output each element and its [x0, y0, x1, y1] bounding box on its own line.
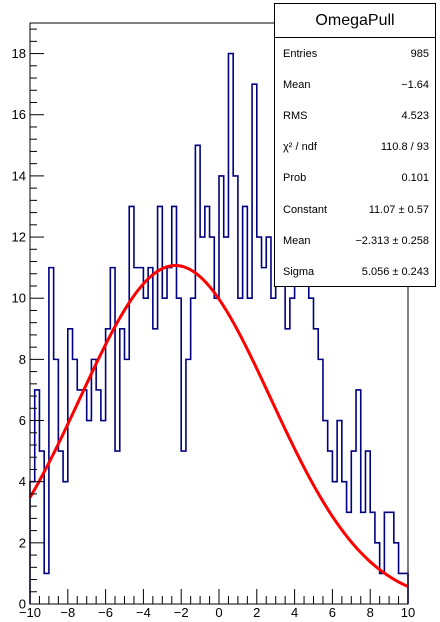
stats-row-fit-mean: Mean −2.313 ± 0.258: [275, 225, 435, 256]
x-tick-label: 2: [253, 605, 260, 620]
stats-label: Sigma: [283, 265, 315, 278]
y-tick-label: 18: [12, 46, 26, 61]
stats-label: χ² / ndf: [283, 141, 317, 154]
stats-row-entries: Entries 985: [275, 38, 435, 69]
gaussian-fit-curve: [28, 263, 409, 588]
stats-value: 4.523: [401, 109, 429, 122]
x-tick-label: 8: [367, 605, 374, 620]
stats-value: −1.64: [401, 78, 429, 91]
stats-value: 110.8 / 93: [380, 141, 429, 154]
stats-label: RMS: [283, 109, 308, 122]
x-tick-label: −10: [19, 605, 41, 620]
x-tick-label: 10: [401, 605, 415, 620]
x-tick-label: 0: [215, 605, 222, 620]
y-axis: 0 2 4 6 8 10 12 14 16 18: [12, 28, 44, 612]
y-tick-label: 14: [12, 168, 26, 183]
stats-label: Entries: [283, 47, 318, 60]
stats-value: 5.056 ± 0.243: [361, 265, 429, 278]
stats-row-chi2: χ² / ndf 110.8 / 93: [275, 132, 435, 163]
y-tick-label: 16: [12, 107, 26, 122]
x-axis: −10 −8 −6 −4 −2 0 2 4 6 8 10: [19, 589, 415, 620]
stats-value: 11.07 ± 0.57: [368, 203, 429, 216]
stats-label: Mean: [283, 234, 311, 247]
stats-row-rms: RMS 4.523: [275, 100, 435, 131]
x-tick-label: −8: [60, 605, 75, 620]
stats-row-prob: Prob 0.101: [275, 163, 435, 194]
y-tick-label: 8: [19, 352, 26, 367]
x-tick-label: −2: [174, 605, 189, 620]
y-tick-label: 6: [19, 413, 26, 428]
x-tick-label: 6: [329, 605, 336, 620]
stats-row-constant: Constant 11.07 ± 0.57: [275, 194, 435, 225]
x-tick-label: −4: [136, 605, 151, 620]
stats-box: OmegaPull Entries 985 Mean −1.64 RMS 4.5…: [274, 3, 436, 287]
stats-value: 0.101: [401, 172, 429, 185]
histogram-series: [29, 52, 409, 604]
fit-layer: [28, 263, 409, 588]
stats-value: 985: [410, 47, 429, 60]
y-tick-label: 12: [12, 230, 26, 245]
y-tick-label: 10: [12, 291, 26, 306]
y-tick-label: 0: [19, 597, 26, 612]
stats-row-sigma: Sigma 5.056 ± 0.243: [275, 256, 435, 287]
y-tick-label: 2: [19, 535, 26, 550]
stats-label: Constant: [283, 203, 328, 216]
x-tick-label: 4: [291, 605, 298, 620]
histogram-layer: [29, 52, 409, 604]
stats-row-mean: Mean −1.64: [275, 69, 435, 100]
stats-label: Prob: [283, 172, 307, 185]
x-tick-label: −6: [98, 605, 113, 620]
stats-value: −2.313 ± 0.258: [355, 234, 429, 247]
y-tick-label: 4: [19, 474, 26, 489]
stats-label: Mean: [283, 78, 311, 91]
stats-title: OmegaPull: [275, 4, 435, 38]
